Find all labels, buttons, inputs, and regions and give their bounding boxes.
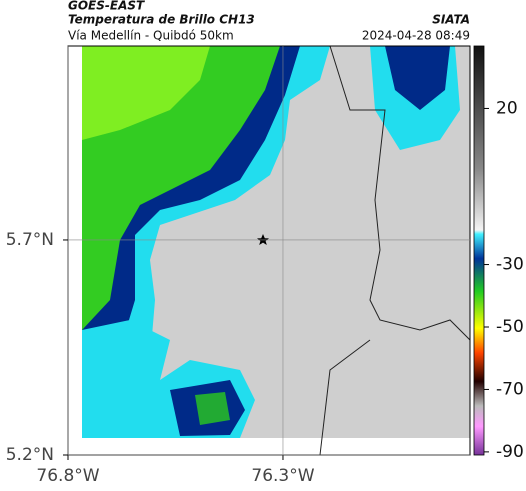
timestamp: 2024-04-28 08:49 <box>362 29 470 43</box>
region: Vía Medellín - Quibdó 50km <box>68 29 234 43</box>
colorbar-tick-label: -30 <box>496 255 524 275</box>
title: GOES-EAST <box>68 0 145 13</box>
location-marker <box>257 234 269 245</box>
y-tick-label: 5.2°N <box>6 445 54 465</box>
y-tick-label: 5.7°N <box>6 230 54 250</box>
colorbar-tick-label: 20 <box>496 98 518 118</box>
x-tick-label: 76.8°W <box>36 466 99 486</box>
colorbar-tick-label: -50 <box>496 317 524 337</box>
colorbar-tick-label: -70 <box>496 379 524 399</box>
subtitle: Temperatura de Brillo CH13 <box>68 13 255 27</box>
colorbar <box>473 45 485 456</box>
imagery <box>68 46 470 455</box>
colorbar-tick-label: -90 <box>496 442 524 462</box>
x-tick-label: 76.3°W <box>251 466 314 486</box>
source: SIATA <box>432 13 470 27</box>
